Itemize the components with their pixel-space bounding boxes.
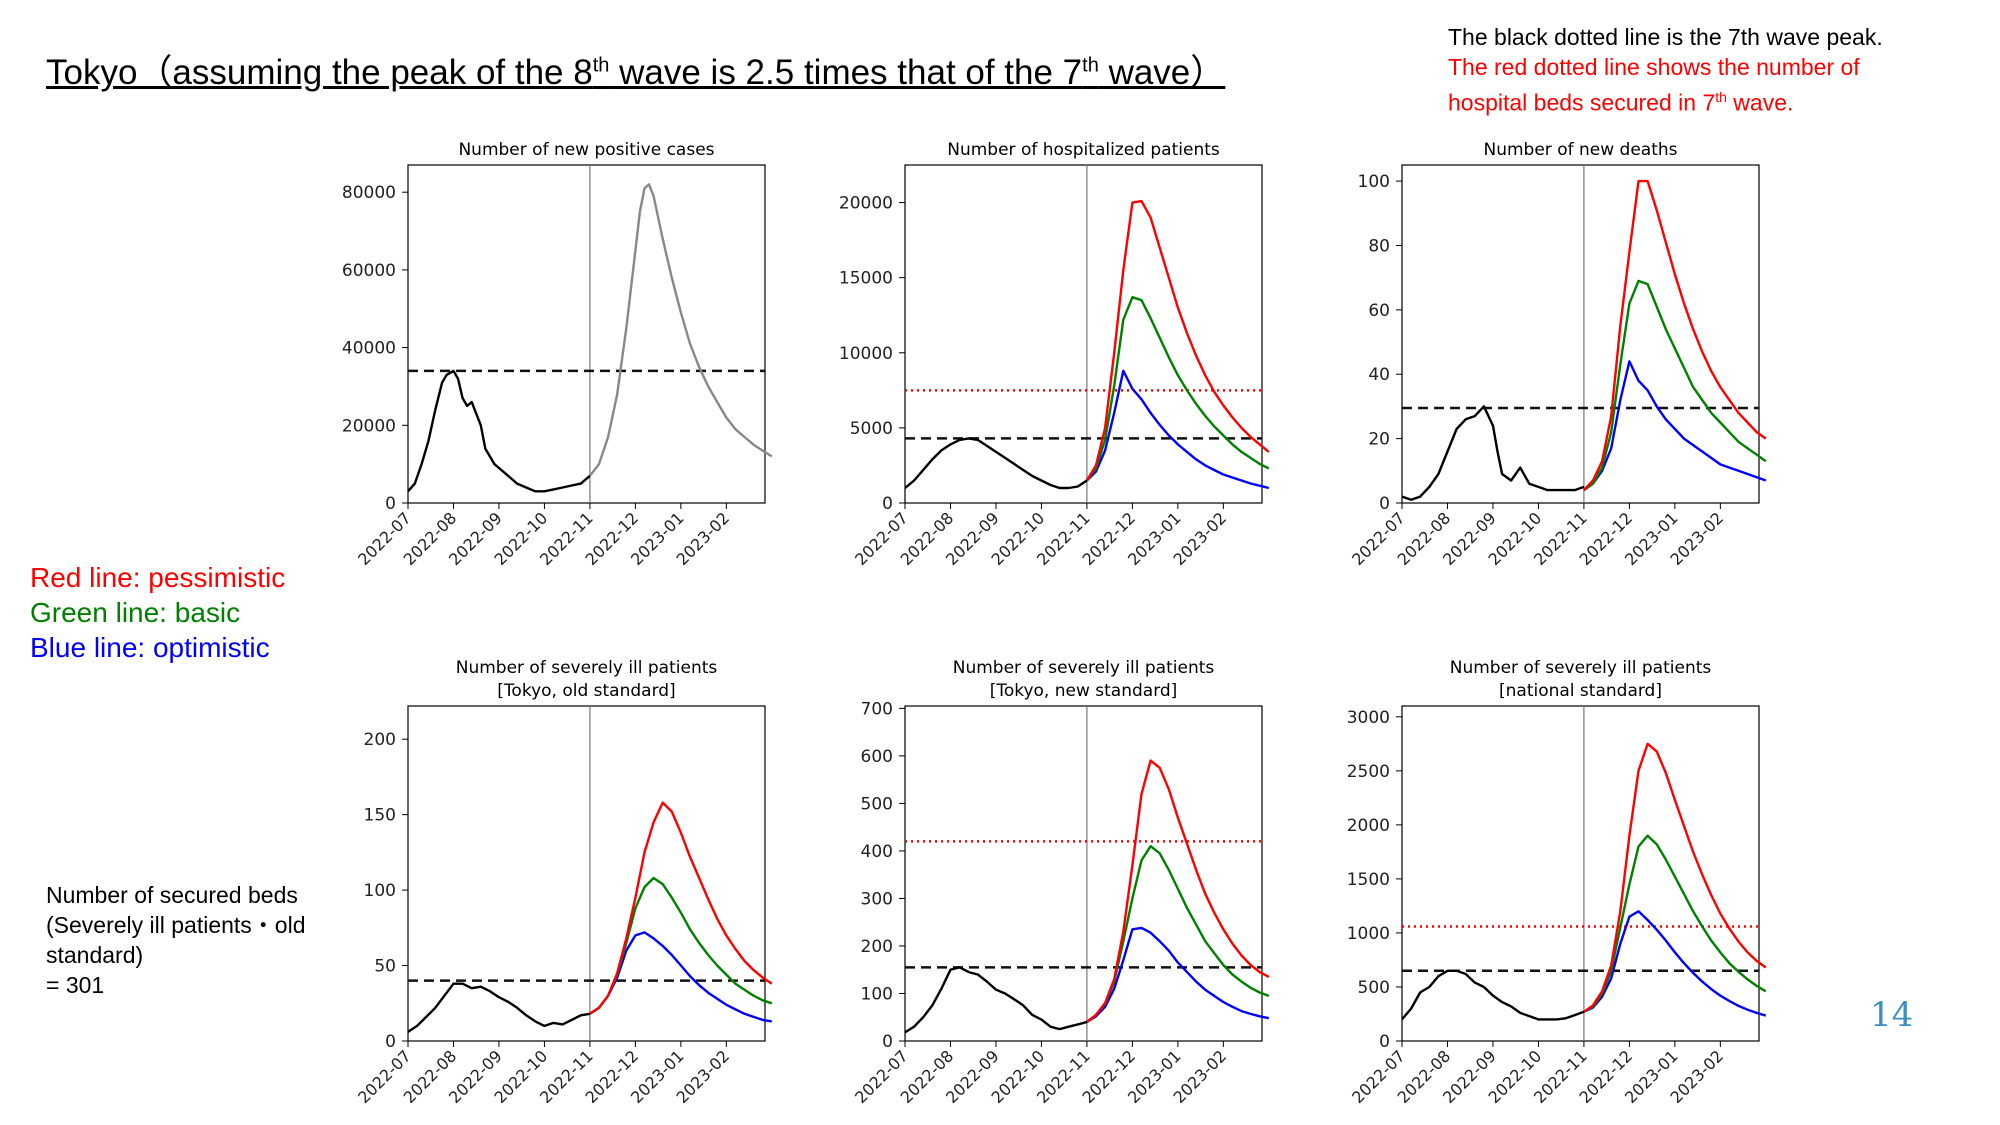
series-basic: [1086, 845, 1270, 1023]
axes-frame: [407, 164, 766, 504]
series-observed: [904, 966, 1088, 1034]
y-tick-label: 100: [861, 984, 893, 1004]
black-dotted-note: The black dotted line is the 7th wave pe…: [1448, 24, 1883, 50]
y-tick-label: 0: [882, 494, 893, 514]
legend-optimistic: Blue line: optimistic: [30, 632, 270, 663]
y-tick-label: 2500: [1347, 762, 1390, 782]
y-tick-label: 100: [1358, 172, 1390, 192]
y-tick-label: 1500: [1347, 870, 1390, 890]
chart-title: Number of severely ill patients: [953, 658, 1215, 678]
chart-2: Number of new deaths0204060801002022-072…: [1348, 140, 1767, 569]
chart-4: Number of severely ill patients [Tokyo, n…: [851, 658, 1270, 1107]
series-observed: [1401, 405, 1585, 501]
axes-frame: [407, 705, 766, 1042]
y-tick-label: 100: [364, 881, 396, 901]
chart-1: Number of hospitalized patients 0 5000 1000…: [839, 140, 1270, 569]
series-pessimistic: [1085, 199, 1270, 482]
series-observed: [1401, 969, 1585, 1021]
series-projection_gray: [588, 183, 773, 477]
chart-title: [Tokyo, old standard]: [497, 681, 675, 701]
beds-line-4: = 301: [46, 972, 105, 998]
y-tick-label: 40000: [342, 339, 396, 359]
y-tick-label: 200: [861, 937, 893, 957]
y-tick-label: 0: [1379, 1032, 1390, 1052]
y-tick-label: 0: [882, 1032, 893, 1052]
chart-title: [national standard]: [1499, 681, 1662, 701]
y-tick-label: 600: [861, 747, 893, 767]
y-tick-label: 40: [1368, 365, 1390, 385]
y-tick-label: 700: [861, 699, 893, 719]
beds-line-1: Number of secured beds: [46, 882, 298, 908]
y-tick-label: 0: [385, 494, 396, 514]
y-tick-label: 3000: [1347, 708, 1390, 728]
y-tick-label: 5000: [850, 419, 893, 439]
chart-5: Number of severely ill patients [national…: [1347, 658, 1767, 1107]
series-basic: [589, 876, 773, 1015]
y-tick-label: 0: [1379, 494, 1390, 514]
y-tick-label: 15000: [839, 269, 893, 289]
dotted-line-note: The black dotted line is the 7th wave pe…: [1448, 22, 1883, 118]
y-tick-label: 1000: [1347, 924, 1390, 944]
y-tick-label: 80: [1368, 236, 1390, 256]
series-basic: [1583, 834, 1767, 1013]
chart-title: Number of hospitalized patients: [947, 140, 1220, 160]
chart-title: Number of new deaths: [1484, 140, 1678, 160]
y-tick-label: 20000: [839, 194, 893, 214]
chart-title: [Tokyo, new standard]: [990, 681, 1178, 701]
series-basic: [1085, 296, 1270, 482]
page-number: 14: [1870, 995, 1914, 1035]
axes-frame: [1401, 705, 1760, 1042]
series-observed: [904, 437, 1088, 490]
legend-basic: Green line: basic: [30, 597, 241, 628]
chart-0: Number of new positive cases 0 20000 40000 6…: [342, 140, 773, 569]
y-tick-label: 20: [1368, 430, 1390, 450]
y-tick-label: 80000: [342, 183, 396, 203]
chart-title: Number of severely ill patients: [456, 658, 718, 678]
y-tick-label: 0: [385, 1032, 396, 1052]
chart-title: Number of severely ill patients: [1450, 658, 1712, 678]
series-observed: [407, 369, 591, 493]
secured-beds-note: Number of secured beds (Severely ill pat…: [46, 880, 346, 1000]
page-title: Tokyo（assuming the peak of the 8th wave …: [46, 53, 1226, 92]
legend-pessimistic: Red line: pessimistic: [30, 562, 286, 593]
series-optimistic: [1583, 360, 1767, 492]
y-tick-label: 150: [364, 806, 396, 826]
y-tick-label: 400: [861, 842, 893, 862]
series-optimistic: [1086, 926, 1270, 1024]
series-pessimistic: [1086, 759, 1270, 1023]
y-tick-label: 60000: [342, 261, 396, 281]
axes-frame: [904, 705, 1263, 1042]
axes-frame: [1401, 164, 1760, 504]
series-optimistic: [589, 931, 772, 1023]
series-optimistic: [1583, 910, 1767, 1017]
y-tick-label: 50: [374, 957, 396, 977]
y-tick-label: 300: [861, 889, 893, 909]
chart-3: Number of severely ill patients [Tokyo, o…: [354, 658, 773, 1107]
beds-line-2: (Severely ill patients・old: [46, 912, 306, 938]
red-dotted-note-line1: The red dotted line shows the number of: [1448, 54, 1860, 80]
y-tick-label: 200: [364, 730, 396, 750]
y-tick-label: 60: [1368, 301, 1390, 321]
series-optimistic: [1086, 369, 1270, 490]
y-tick-label: 20000: [342, 416, 396, 436]
series-pessimistic: [1583, 179, 1767, 491]
series-pessimistic: [1583, 742, 1767, 1013]
axes-frame: [904, 164, 1263, 504]
beds-line-3: standard): [46, 942, 144, 968]
y-tick-label: 500: [861, 794, 893, 814]
y-tick-label: 500: [1358, 978, 1390, 998]
series-observed: [407, 982, 591, 1033]
scenario-legend: Red line: pessimistic Green line: basic …: [30, 560, 285, 665]
chart-title: Number of new positive cases: [458, 140, 714, 160]
series-pessimistic: [589, 801, 773, 1015]
red-dotted-note-line2: hospital beds secured in 7th wave.: [1448, 89, 1794, 116]
series-basic: [1583, 279, 1767, 492]
y-tick-label: 10000: [839, 344, 893, 364]
y-tick-label: 2000: [1347, 816, 1390, 836]
